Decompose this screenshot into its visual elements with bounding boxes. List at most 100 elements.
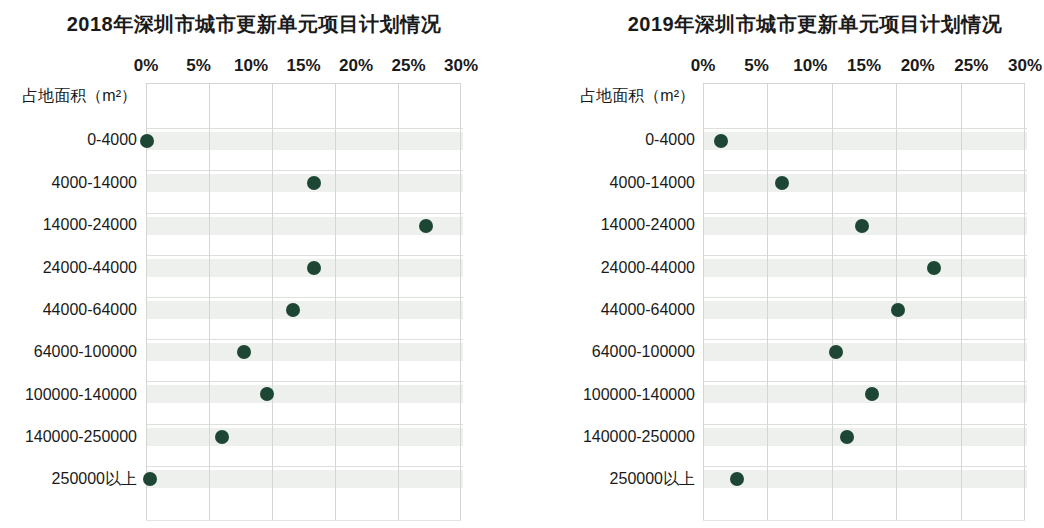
plot-area	[146, 83, 461, 521]
x-tick-label: 0%	[691, 54, 716, 78]
category-label: 250000以上	[0, 459, 137, 501]
data-point	[140, 134, 154, 148]
row-band	[703, 259, 1027, 277]
gridline	[703, 84, 704, 520]
category-label: 0-4000	[0, 119, 137, 161]
row-band	[703, 132, 1027, 150]
row-band	[146, 343, 463, 361]
row-band	[703, 343, 1027, 361]
row-band	[703, 174, 1027, 192]
x-tick-label: 25%	[391, 54, 425, 78]
gridline	[961, 84, 962, 520]
row-band	[146, 428, 463, 446]
row-band	[703, 470, 1027, 488]
x-tick-label: 10%	[234, 54, 268, 78]
chart-row	[146, 289, 461, 331]
gridline	[832, 84, 833, 520]
category-label: 64000-100000	[0, 331, 137, 373]
category-label: 140000-250000	[522, 416, 695, 458]
category-label: 14000-24000	[522, 204, 695, 246]
gridline	[209, 84, 210, 520]
x-tick-label: 5%	[744, 54, 769, 78]
chart-2019: 2019年深圳市城市更新单元项目计划情况 0% 5% 10% 15% 20% 25% 30%…	[522, 0, 1044, 528]
category-label: 100000-140000	[0, 374, 137, 416]
chart-row	[146, 162, 461, 204]
chart-row	[703, 289, 1025, 331]
chart-rows	[703, 120, 1025, 500]
chart-rows	[146, 120, 461, 500]
gridline	[398, 84, 399, 520]
category-label: 24000-44000	[522, 246, 695, 288]
chart-row	[146, 331, 461, 373]
row-band	[146, 174, 463, 192]
chart-row	[703, 416, 1025, 458]
row-band	[146, 385, 463, 403]
data-point	[307, 176, 321, 190]
chart-title: 2019年深圳市城市更新单元项目计划情况	[586, 11, 1044, 38]
data-point	[143, 472, 157, 486]
row-band	[146, 470, 463, 488]
chart-row	[146, 247, 461, 289]
y-axis-title: 占地面积（m²）	[522, 86, 695, 107]
data-point	[307, 261, 321, 275]
gridline	[335, 84, 336, 520]
chart-row	[146, 416, 461, 458]
row-band	[146, 132, 463, 150]
category-label: 140000-250000	[0, 416, 137, 458]
chart-row	[703, 204, 1025, 246]
gridline	[146, 84, 147, 520]
data-point	[775, 176, 789, 190]
category-label: 250000以上	[522, 459, 695, 501]
chart-row	[703, 331, 1025, 373]
data-point	[714, 134, 728, 148]
gridline	[767, 84, 768, 520]
category-label: 4000-14000	[522, 161, 695, 203]
chart-row	[146, 458, 461, 500]
plot-area	[703, 83, 1025, 521]
data-point	[260, 387, 274, 401]
x-tick-label: 30%	[1008, 54, 1042, 78]
category-label: 24000-44000	[0, 246, 137, 288]
chart-row	[146, 120, 461, 162]
category-label: 64000-100000	[522, 331, 695, 373]
row-band	[703, 428, 1027, 446]
chart-row	[703, 458, 1025, 500]
chart-row	[146, 373, 461, 415]
chart-row	[703, 247, 1025, 289]
x-tick-label: 15%	[847, 54, 881, 78]
x-axis: 0%5%10%15%20%25%30%	[703, 54, 1025, 78]
chart-row	[703, 373, 1025, 415]
data-point	[840, 430, 854, 444]
row-band	[146, 217, 463, 235]
data-point	[215, 430, 229, 444]
row-band	[146, 301, 463, 319]
x-tick-label: 30%	[444, 54, 478, 78]
x-tick-label: 20%	[901, 54, 935, 78]
gridline	[460, 84, 461, 520]
category-label: 14000-24000	[0, 204, 137, 246]
data-point	[286, 303, 300, 317]
x-tick-label: 0%	[134, 54, 159, 78]
chart-row	[146, 204, 461, 246]
data-point	[855, 219, 869, 233]
x-tick-label: 5%	[186, 54, 211, 78]
category-label: 44000-64000	[0, 289, 137, 331]
category-labels: 0-40004000-1400014000-2400024000-4400044…	[522, 119, 695, 501]
x-tick-label: 10%	[793, 54, 827, 78]
data-point	[865, 387, 879, 401]
data-point	[730, 472, 744, 486]
category-labels: 0-40004000-1400014000-2400024000-4400044…	[0, 119, 137, 501]
chart-title: 2018年深圳市城市更新单元项目计划情况	[0, 11, 508, 38]
chart-2018: 2018年深圳市城市更新单元项目计划情况 0%5%10%15%20%25%30%…	[0, 0, 522, 528]
data-point	[927, 261, 941, 275]
x-axis: 0%5%10%15%20%25%30%	[146, 54, 461, 78]
data-point	[891, 303, 905, 317]
chart-row	[703, 120, 1025, 162]
row-band	[146, 259, 463, 277]
chart-row	[703, 162, 1025, 204]
x-tick-label: 25%	[954, 54, 988, 78]
gridline	[1024, 84, 1025, 520]
data-point	[829, 345, 843, 359]
category-label: 0-4000	[522, 119, 695, 161]
x-tick-label: 20%	[339, 54, 373, 78]
